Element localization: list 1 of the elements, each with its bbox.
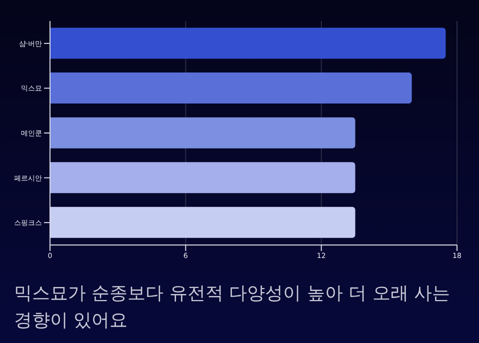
text: 믹스묘가 순종보다 유전적 다양성이 높아 더 오래 사는 경향이 있어요 [14, 282, 452, 333]
